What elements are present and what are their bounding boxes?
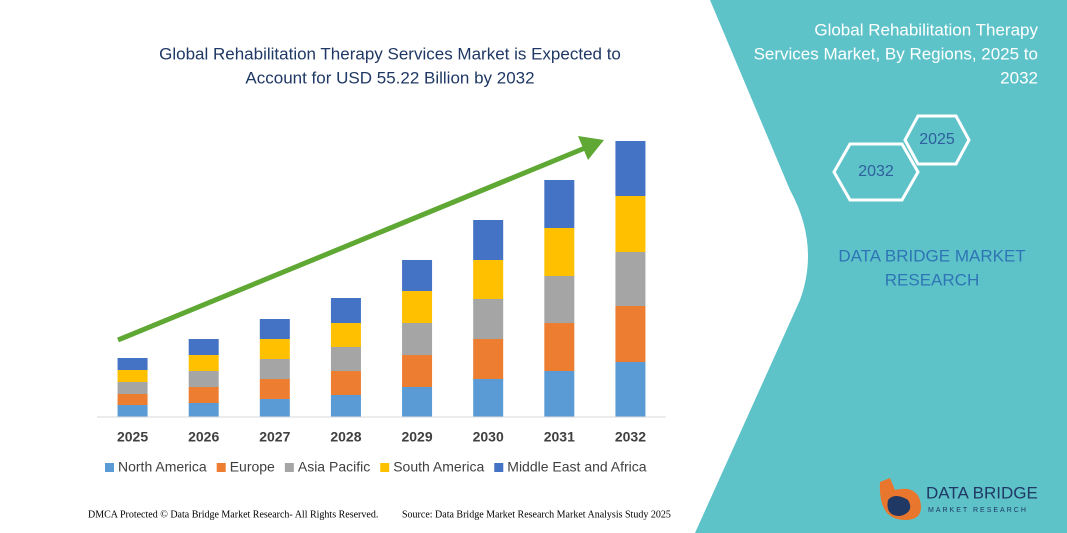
bar-segment [402,291,433,323]
hexagon [832,142,920,202]
panel-title: Services Market, By Regions, 2025 to [754,44,1038,63]
x-tick-label: 2028 [330,429,361,445]
brand-text: RESEARCH [885,270,979,289]
bar-segment [402,323,433,355]
bar-segment [259,319,290,339]
hexagon-label: 2032 [858,163,894,180]
bar-segment [188,403,219,417]
bar-segment [330,371,361,395]
bar-segment [117,405,148,417]
legend-label: Middle East and Africa [507,459,647,475]
legend-label: North America [118,459,207,475]
logo-text: DATA BRIDGE [926,483,1038,502]
hexagon-label: 2025 [919,131,955,148]
bar-segment [615,362,646,417]
bar-segment [330,347,361,371]
legend-label: South America [393,459,484,475]
bar-segment [117,394,148,405]
footer-text: DMCA Protected © Data Bridge Market Rese… [88,509,378,520]
bar-segment [188,371,219,387]
x-tick-label: 2027 [259,429,290,445]
bar-segment [473,299,504,339]
bar-segment [473,339,504,379]
bar-segment [402,260,433,291]
bar-segment [544,180,575,228]
legend-label: Asia Pacific [298,459,370,475]
x-tick-label: 2030 [473,429,504,445]
bar-segment [330,298,361,323]
bar-segment [188,387,219,403]
legend-swatch [284,463,294,472]
trend-arrow [117,145,586,343]
bar-segment [330,395,361,417]
bar-segment [544,371,575,417]
bar-segment [259,379,290,399]
x-tick-label: 2032 [615,429,646,445]
side-panel [695,0,1067,533]
panel-title: Global Rehabilitation Therapy [814,20,1038,39]
x-tick-label: 2031 [544,429,575,445]
legend-swatch [494,463,504,472]
bar-segment [117,358,148,370]
bar-segment [615,196,646,252]
bar-segment [473,260,504,299]
chart-title: Account for USD 55.22 Billion by 2032 [245,68,534,87]
logo-text: MARKET RESEARCH [928,507,1028,514]
legend-label: Europe [230,459,275,475]
bar-segment [259,339,290,359]
bar-segment [117,370,148,382]
legend-swatch [105,463,114,472]
legend-swatch [216,463,226,472]
bar-segment [615,141,646,196]
bar-segment [615,252,646,306]
x-tick-label: 2026 [188,429,219,445]
bar-segment [259,359,290,379]
bar-segment [402,355,433,387]
bar-segment [117,382,148,394]
bar-segment [544,276,575,323]
bar-segment [473,220,504,260]
bar-segment [330,323,361,347]
panel-title: 2032 [1000,68,1038,87]
bar-segment [473,379,504,417]
x-tick-label: 2025 [117,429,148,445]
bar-segment [544,323,575,371]
logo-icon [887,496,911,516]
bar-segment [402,387,433,417]
x-tick-label: 2029 [401,429,432,445]
plot: 2025 2026 2027 2028 2029 2030 2031 2032 North Am… [97,141,666,475]
chart-title: Global Rehabilitation Therapy Services M… [159,44,621,63]
bar-segment [188,339,219,355]
footer-text: Source: Data Bridge Market Research Mark… [402,509,671,520]
brand-text: DATA BRIDGE MARKET [838,246,1025,265]
bar-segment [188,355,219,371]
bar-segment [544,228,575,276]
trend-arrowhead [578,136,604,160]
bar-segment [259,399,290,417]
hexagon [903,114,971,166]
bar-segment [615,306,646,362]
legend-swatch [380,463,390,472]
